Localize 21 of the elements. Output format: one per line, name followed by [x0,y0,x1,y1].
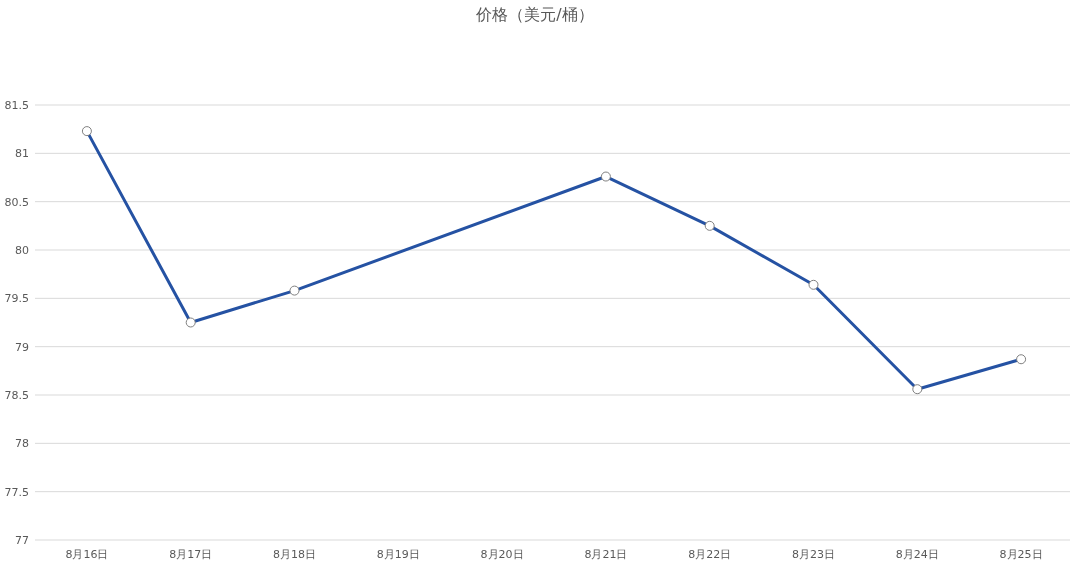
x-tick-label: 8月23日 [792,548,835,561]
x-tick-label: 8月16日 [65,548,109,561]
y-tick-label: 81 [15,147,29,161]
x-tick-label: 8月18日 [273,548,316,561]
x-tick-label: 8月22日 [688,548,732,561]
y-tick-label: 78 [15,437,29,451]
x-tick-label: 8月25日 [999,548,1043,561]
y-tick-label: 77 [15,534,29,547]
x-tick-label: 8月19日 [376,548,420,561]
chart-title: 价格（美元/桶） [475,5,594,24]
y-tick-label: 80 [15,244,29,257]
x-tick-label: 8月24日 [895,548,939,561]
x-tick-label: 8月21日 [584,548,628,561]
x-tick-label: 8月17日 [169,548,213,561]
x-tick-label: 8月20日 [480,548,524,561]
y-tick-label: 79.5 [4,292,29,306]
y-tick-label: 79 [15,340,29,354]
y-tick-label: 81.5 [4,99,29,112]
y-tick-label: 78.5 [4,389,29,402]
y-tick-label: 80.5 [4,195,29,209]
y-tick-label: 77.5 [4,485,29,499]
